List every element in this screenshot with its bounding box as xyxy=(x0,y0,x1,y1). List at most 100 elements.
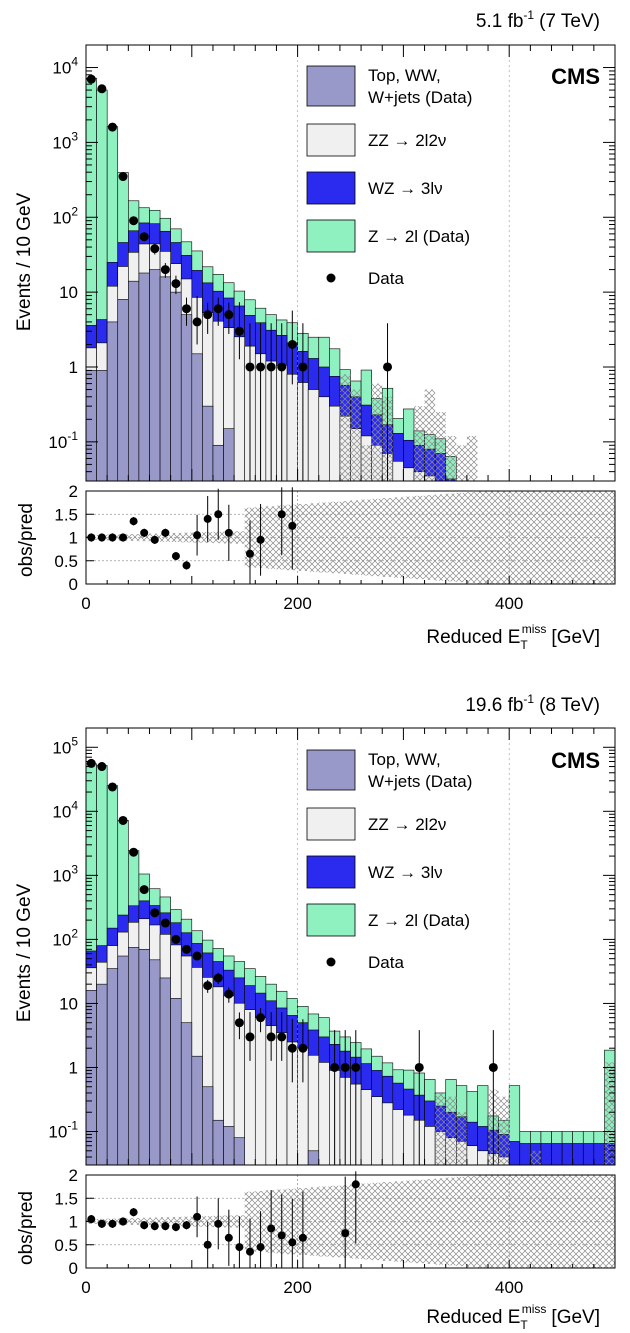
bar-zz xyxy=(403,1115,414,1165)
data-point xyxy=(182,304,191,313)
legend-label: Z → 2l (Data) xyxy=(368,911,470,930)
bar-zz xyxy=(308,1055,319,1165)
ratio-point xyxy=(151,1222,159,1230)
ratio-y-tick-label: 0 xyxy=(69,575,78,594)
ratio-hatch-bin xyxy=(308,503,319,571)
ratio-hatch-bin xyxy=(446,1178,457,1266)
data-point xyxy=(267,1032,276,1041)
bar-top-ww-wjets xyxy=(128,281,139,481)
hatch-bin xyxy=(456,1112,467,1165)
ratio-hatch-bin xyxy=(393,1181,404,1261)
y-axis-label: Events / 10 GeV xyxy=(14,883,35,1022)
bar-wz xyxy=(594,1143,605,1165)
ratio-point xyxy=(183,561,191,569)
bar-top-ww-wjets xyxy=(192,1056,203,1165)
x-tick-label: 0 xyxy=(81,594,90,613)
data-point xyxy=(193,317,202,326)
ratio-hatch-bin xyxy=(552,491,563,584)
ratio-hatch-bin xyxy=(594,491,605,584)
legend-marker-data xyxy=(327,958,336,967)
experiment-label: CMS xyxy=(551,64,600,89)
bar-top-ww-wjets xyxy=(160,978,171,1165)
ratio-y-tick-label: 2 xyxy=(69,1166,78,1185)
ratio-hatch-bin xyxy=(329,1186,340,1257)
legend-label: ZZ → 2l2ν xyxy=(368,815,446,834)
ratio-hatch-bin xyxy=(573,491,584,584)
ratio-hatch-bin xyxy=(520,1175,531,1268)
ratio-hatch-bin xyxy=(403,1181,414,1263)
y-tick-label: 103 xyxy=(52,129,78,152)
bar-top-ww-wjets xyxy=(308,1151,319,1165)
ratio-y-tick-label: 1 xyxy=(69,1213,78,1232)
legend-label: W+jets (Data) xyxy=(368,772,472,791)
bar-top-ww-wjets xyxy=(128,947,139,1165)
data-point xyxy=(256,1013,265,1022)
legend-swatch-top-ww-wjets xyxy=(307,750,355,790)
ratio-point xyxy=(257,536,265,544)
bar-top-ww-wjets xyxy=(160,277,171,481)
x-tick-label: 400 xyxy=(495,594,523,613)
ratio-point xyxy=(98,1220,106,1228)
ratio-y-tick-label: 1 xyxy=(69,529,78,548)
y-tick-label: 103 xyxy=(52,862,78,885)
ratio-point xyxy=(204,1241,212,1249)
legend-label: ZZ → 2l2ν xyxy=(368,131,446,150)
ratio-uncertainty-hatch xyxy=(86,1175,615,1268)
bar-top-ww-wjets xyxy=(234,1138,245,1165)
y-tick-label: 1 xyxy=(69,358,78,377)
hatch-bin xyxy=(499,1097,510,1165)
data-point xyxy=(256,362,265,371)
data-point xyxy=(171,279,180,288)
bar-zz xyxy=(361,1090,372,1165)
data-point xyxy=(489,1063,498,1072)
bar-top-ww-wjets xyxy=(171,998,182,1165)
bar-zz xyxy=(382,1103,393,1165)
ratio-point xyxy=(140,529,148,537)
data-point xyxy=(119,816,128,825)
ratio-hatch-bin xyxy=(403,497,414,579)
x-tick-label: 200 xyxy=(283,594,311,613)
data-point xyxy=(214,973,223,982)
ratio-hatch-bin xyxy=(435,1178,446,1264)
lumi-exponent: -1 xyxy=(523,692,534,706)
ratio-hatch-bin xyxy=(329,502,340,573)
ratio-point xyxy=(193,531,201,539)
data-point xyxy=(245,362,254,371)
y-tick-label: 1 xyxy=(69,1058,78,1077)
ratio-hatch-bin xyxy=(604,1175,615,1268)
data-point xyxy=(203,981,212,990)
legend-swatch-wz xyxy=(307,172,355,204)
data-point xyxy=(129,216,138,225)
data-point xyxy=(351,1063,360,1072)
bar-zz xyxy=(329,406,340,481)
legend-swatch-zz xyxy=(307,808,355,840)
ratio-point xyxy=(130,517,138,525)
bar-top-ww-wjets xyxy=(192,354,203,481)
ratio-point xyxy=(278,1231,286,1239)
bar-top-ww-wjets xyxy=(149,270,160,481)
bar-top-ww-wjets xyxy=(149,960,160,1165)
ratio-point xyxy=(161,529,169,537)
ratio-hatch-bin xyxy=(414,1180,425,1263)
ratio-point xyxy=(257,1243,265,1251)
data-point xyxy=(298,1044,307,1053)
bar-wz xyxy=(541,1143,552,1165)
ratio-hatch-bin xyxy=(425,1179,436,1264)
data-point xyxy=(161,919,170,928)
ratio-y-tick-label: 2 xyxy=(69,482,78,501)
y-tick-label: 104 xyxy=(52,55,78,78)
ratio-hatch-bin xyxy=(308,1187,319,1255)
x-tick-label: 200 xyxy=(283,1278,311,1297)
ratio-point xyxy=(214,510,222,518)
bar-top-ww-wjets xyxy=(202,406,213,481)
experiment-label: CMS xyxy=(551,748,600,773)
data-point xyxy=(129,848,138,857)
data-point xyxy=(288,340,297,349)
ratio-hatch-bin xyxy=(509,1175,520,1268)
hatch-bin xyxy=(446,1097,457,1165)
data-point xyxy=(277,362,286,371)
x-tick-label: 400 xyxy=(495,1278,523,1297)
ratio-point xyxy=(246,1248,254,1256)
data-point xyxy=(193,952,202,961)
